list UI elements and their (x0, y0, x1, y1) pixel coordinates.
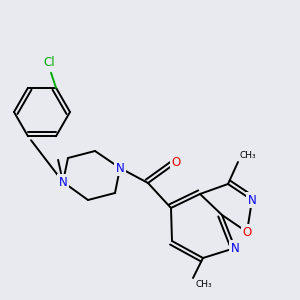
Text: N: N (58, 176, 68, 188)
Text: O: O (171, 155, 181, 169)
Text: Cl: Cl (43, 56, 55, 69)
Text: N: N (116, 161, 124, 175)
Text: N: N (248, 194, 256, 206)
Text: CH₃: CH₃ (195, 280, 211, 289)
Text: CH₃: CH₃ (240, 151, 256, 160)
Text: O: O (242, 226, 252, 238)
Text: N: N (231, 242, 239, 254)
